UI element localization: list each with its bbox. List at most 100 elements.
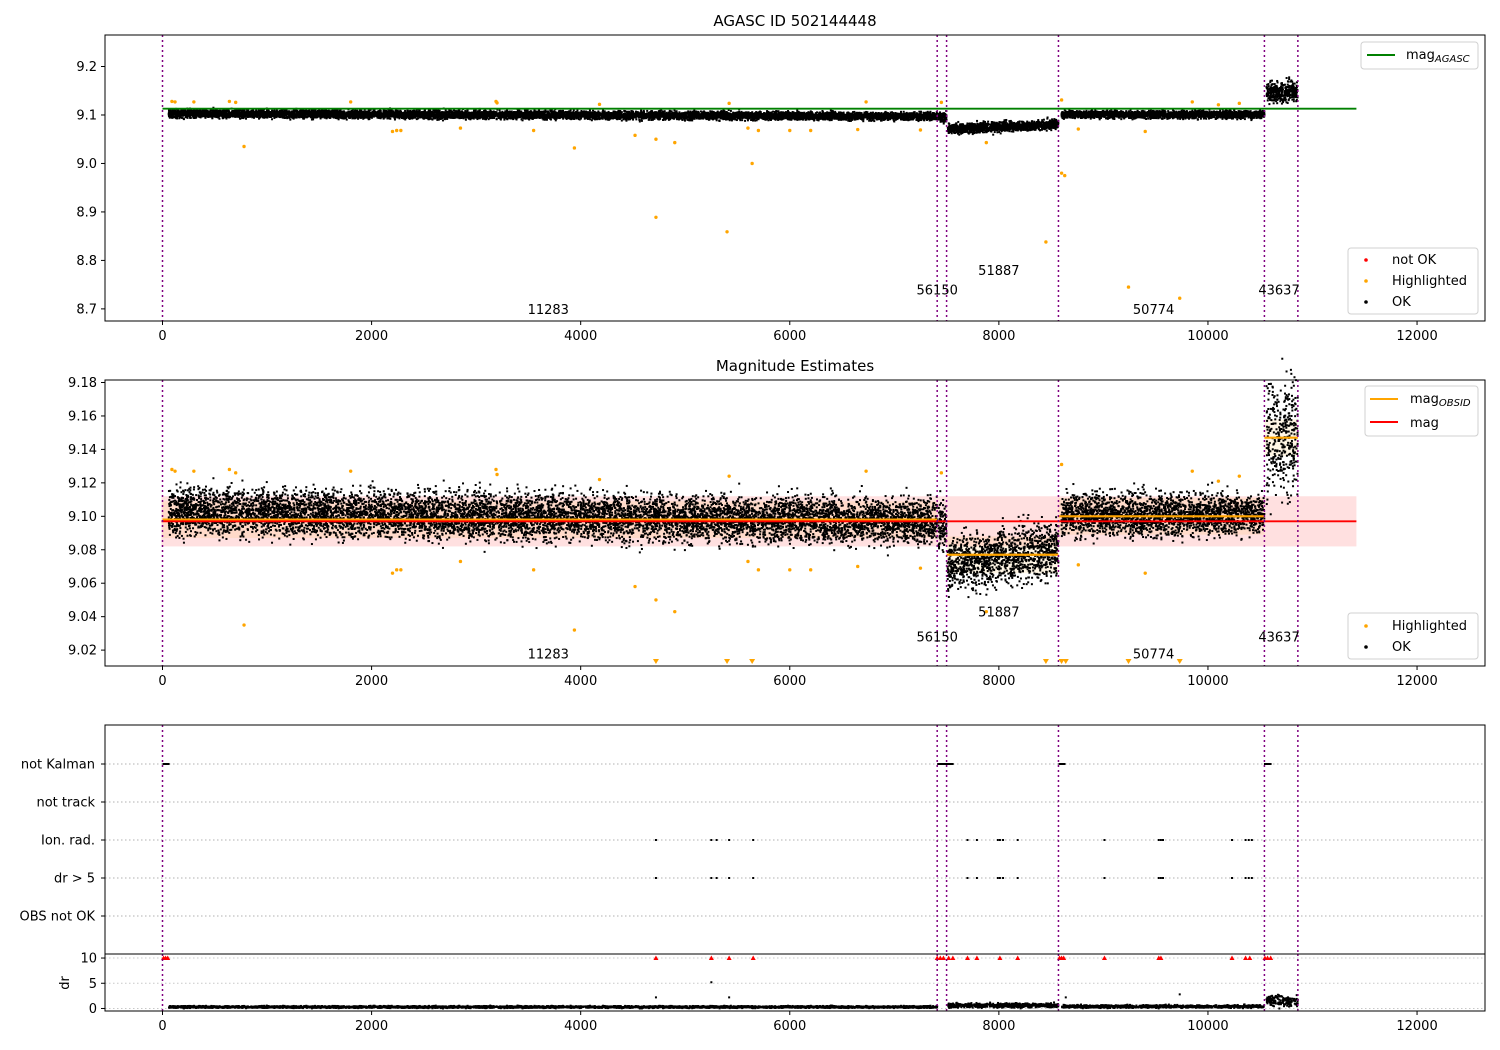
ok-point: [515, 118, 518, 121]
ok-point: [549, 109, 552, 112]
ok-point: [880, 119, 883, 122]
ok-point: [776, 110, 779, 113]
ok-point: [750, 119, 753, 122]
ok-point: [443, 118, 446, 121]
ok-point: [437, 118, 440, 121]
ok-point: [253, 116, 256, 119]
ok-point: [918, 110, 921, 113]
ok-point: [436, 118, 439, 121]
ok-point: [271, 118, 274, 121]
ok-point: [444, 109, 447, 112]
ok-point: [648, 116, 651, 119]
ok-point: [746, 119, 749, 122]
ok-point: [382, 117, 385, 120]
ok-point: [775, 110, 778, 113]
ok-point: [683, 119, 686, 122]
ok-point: [572, 109, 575, 112]
ok-point: [221, 114, 224, 117]
ok-point: [779, 118, 782, 121]
ok-point: [662, 116, 665, 119]
ok-point: [744, 119, 747, 122]
ok-point: [635, 118, 638, 121]
ok-point: [650, 119, 653, 122]
ok-point: [422, 110, 425, 113]
ok-point: [496, 108, 499, 111]
ok-point: [796, 109, 799, 112]
ok-point: [660, 108, 663, 111]
ok-point: [499, 113, 502, 116]
ok-point: [673, 109, 676, 112]
ok-point: [436, 109, 439, 112]
ok-point: [739, 119, 742, 122]
ok-point: [309, 116, 312, 119]
ok-point: [605, 117, 608, 120]
ok-point: [790, 118, 793, 121]
ok-point: [715, 119, 718, 122]
ok-point: [354, 108, 357, 111]
ok-point: [871, 119, 874, 122]
ok-point: [747, 117, 750, 120]
ok-point: [268, 115, 271, 118]
ok-point: [318, 109, 321, 112]
ok-point: [498, 109, 501, 112]
ok-point: [722, 108, 725, 111]
ok-point: [218, 115, 221, 118]
panel-agasc: AGASC ID 502144448 112835615051887507744…: [76, 12, 1486, 344]
panel-agasc-title: AGASC ID 502144448: [713, 12, 876, 30]
ok-point: [714, 115, 717, 118]
ok-point: [766, 110, 769, 113]
ok-point: [589, 118, 592, 121]
ok-point: [597, 110, 600, 113]
ok-point: [755, 119, 758, 122]
ok-point: [699, 110, 702, 113]
ok-point: [429, 117, 432, 120]
ok-point: [312, 118, 315, 121]
ok-point: [568, 117, 571, 120]
ok-point: [337, 118, 340, 121]
ok-point: [767, 110, 770, 113]
ok-point: [693, 108, 696, 111]
ok-point: [722, 117, 725, 120]
ok-point: [612, 117, 615, 120]
ok-point: [438, 109, 441, 112]
ok-point: [711, 118, 714, 121]
ok-point: [889, 111, 892, 114]
ok-point: [792, 117, 795, 120]
ok-point: [687, 110, 690, 113]
ok-point: [345, 118, 348, 121]
ok-point: [415, 108, 418, 111]
ok-point: [192, 116, 195, 119]
ok-point: [638, 118, 641, 121]
ok-point: [590, 119, 593, 122]
ok-point: [730, 119, 733, 122]
ok-point: [176, 117, 179, 120]
ok-point: [510, 117, 513, 120]
ok-point: [870, 119, 873, 122]
ok-point: [862, 120, 865, 123]
ok-point: [809, 117, 812, 120]
ok-point: [363, 108, 366, 111]
ok-point: [404, 110, 407, 113]
ok-point: [366, 110, 369, 113]
ok-point: [393, 118, 396, 121]
ok-point: [494, 111, 497, 114]
ok-point: [342, 117, 345, 120]
ok-point: [727, 109, 730, 112]
ok-point: [919, 110, 922, 113]
ok-point: [726, 118, 729, 121]
ok-point: [526, 109, 529, 112]
ok-point: [258, 117, 261, 120]
ok-point: [659, 115, 662, 118]
ok-point: [796, 118, 799, 121]
ok-point: [854, 113, 857, 116]
ok-point: [432, 117, 435, 120]
ok-point: [663, 110, 666, 113]
ok-point: [932, 114, 935, 117]
ok-point: [675, 110, 678, 113]
ok-point: [239, 117, 242, 120]
ok-point: [627, 118, 630, 121]
ok-point: [803, 111, 806, 114]
ok-point: [866, 111, 869, 114]
